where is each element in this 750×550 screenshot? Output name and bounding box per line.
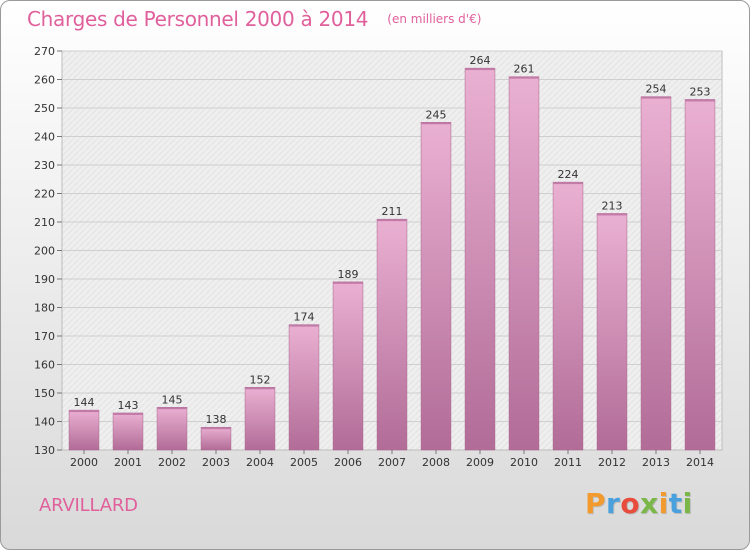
x-tick-label-2008: 2008 xyxy=(422,456,450,469)
x-tick-label-2013: 2013 xyxy=(642,456,670,469)
bar-top-edge xyxy=(157,407,187,410)
label-layer: 144 143 145 138 152 174 189 211 245 264 261 224 213 2… xyxy=(74,54,711,426)
bar-2014 xyxy=(684,99,716,451)
y-tick-label: 200 xyxy=(34,245,55,258)
bar-top-edge xyxy=(289,324,319,327)
x-tick-label-2002: 2002 xyxy=(158,456,186,469)
bar-top-edge xyxy=(641,96,671,99)
bar-2000 xyxy=(68,409,100,451)
bar-2007 xyxy=(376,218,408,451)
data-label-2014: 253 xyxy=(690,85,711,98)
y-tick-label: 190 xyxy=(34,273,55,286)
y-tick-label: 270 xyxy=(34,45,55,58)
y-tick-label: 210 xyxy=(34,216,55,229)
data-label-2005: 174 xyxy=(294,311,315,324)
bar-2009 xyxy=(464,67,496,451)
y-tick-label: 180 xyxy=(34,302,55,315)
bar-2008 xyxy=(420,122,452,451)
bar-2001 xyxy=(112,412,144,451)
data-label-2010: 261 xyxy=(514,63,535,76)
x-tick-label-2007: 2007 xyxy=(378,456,406,469)
bar-top-edge xyxy=(553,182,583,185)
data-label-2003: 138 xyxy=(206,413,227,426)
bar-top-edge xyxy=(245,387,275,390)
title-row: Charges de Personnel 2000 à 2014 (en mil… xyxy=(27,7,481,31)
bar-top-edge xyxy=(465,68,495,71)
bar-top-edge xyxy=(685,99,715,102)
bar-2002 xyxy=(156,407,188,451)
x-tick-label-2012: 2012 xyxy=(598,456,626,469)
logo-letter: i xyxy=(682,487,693,520)
x-tick-label-2010: 2010 xyxy=(510,456,538,469)
bar-2013 xyxy=(640,96,672,451)
y-tick-label: 230 xyxy=(34,159,55,172)
logo-letter: P xyxy=(585,487,607,520)
y-tick-label: 140 xyxy=(34,416,55,429)
data-label-2012: 213 xyxy=(602,199,623,212)
bar-2006 xyxy=(332,281,364,451)
chart-subtitle: (en milliers d'€) xyxy=(387,12,482,26)
data-label-2002: 145 xyxy=(162,393,183,406)
proxiti-logo: Proxiti xyxy=(585,487,693,520)
y-tick-label: 260 xyxy=(34,74,55,87)
bar-2011 xyxy=(552,181,584,451)
x-tick-label-2011: 2011 xyxy=(554,456,582,469)
data-label-2006: 189 xyxy=(338,268,359,281)
y-tick-label: 170 xyxy=(34,330,55,343)
commune-name: ARVILLARD xyxy=(39,495,138,516)
bar-2003 xyxy=(200,426,232,451)
y-tick-label: 130 xyxy=(34,444,55,457)
data-label-2009: 264 xyxy=(470,54,491,67)
x-tick-label-2001: 2001 xyxy=(114,456,142,469)
y-tick-label: 240 xyxy=(34,131,55,144)
bar-top-edge xyxy=(509,76,539,79)
logo-letter: o xyxy=(620,487,641,520)
bar-top-edge xyxy=(201,427,231,430)
bar-top-edge xyxy=(377,219,407,222)
logo-letter: x xyxy=(640,487,659,520)
chart-title: Charges de Personnel 2000 à 2014 xyxy=(27,7,369,31)
data-label-2004: 152 xyxy=(250,373,271,386)
data-label-2007: 211 xyxy=(382,205,403,218)
y-tick-label: 150 xyxy=(34,387,55,400)
logo-letter: i xyxy=(658,487,669,520)
bar-top-edge xyxy=(69,410,99,413)
bar-top-edge xyxy=(597,213,627,216)
logo-letter: r xyxy=(606,487,621,520)
data-label-2001: 143 xyxy=(118,399,139,412)
bar-top-edge xyxy=(333,281,363,284)
bar-2012 xyxy=(596,213,628,451)
x-tick-label-2005: 2005 xyxy=(290,456,318,469)
axis-layer: 130 140 150 160 170 180 190 200 210 220 230 240 250 2… xyxy=(34,45,714,469)
bar-layer xyxy=(68,67,716,451)
bar-top-edge xyxy=(113,412,143,415)
bar-2004 xyxy=(244,387,276,451)
bar-top-edge xyxy=(421,122,451,125)
y-tick-label: 220 xyxy=(34,188,55,201)
x-tick-label-2009: 2009 xyxy=(466,456,494,469)
y-tick-label: 250 xyxy=(34,102,55,115)
data-label-2000: 144 xyxy=(74,396,95,409)
bar-2010 xyxy=(508,76,540,451)
data-label-2013: 254 xyxy=(646,83,667,96)
x-tick-label-2014: 2014 xyxy=(686,456,714,469)
data-label-2011: 224 xyxy=(558,168,579,181)
bar-2005 xyxy=(288,324,320,451)
y-tick-label: 160 xyxy=(34,359,55,372)
x-tick-label-2003: 2003 xyxy=(202,456,230,469)
x-tick-label-2000: 2000 xyxy=(70,456,98,469)
x-tick-label-2004: 2004 xyxy=(246,456,274,469)
x-tick-label-2006: 2006 xyxy=(334,456,362,469)
logo-letter: t xyxy=(668,487,683,520)
data-label-2008: 245 xyxy=(426,108,447,121)
